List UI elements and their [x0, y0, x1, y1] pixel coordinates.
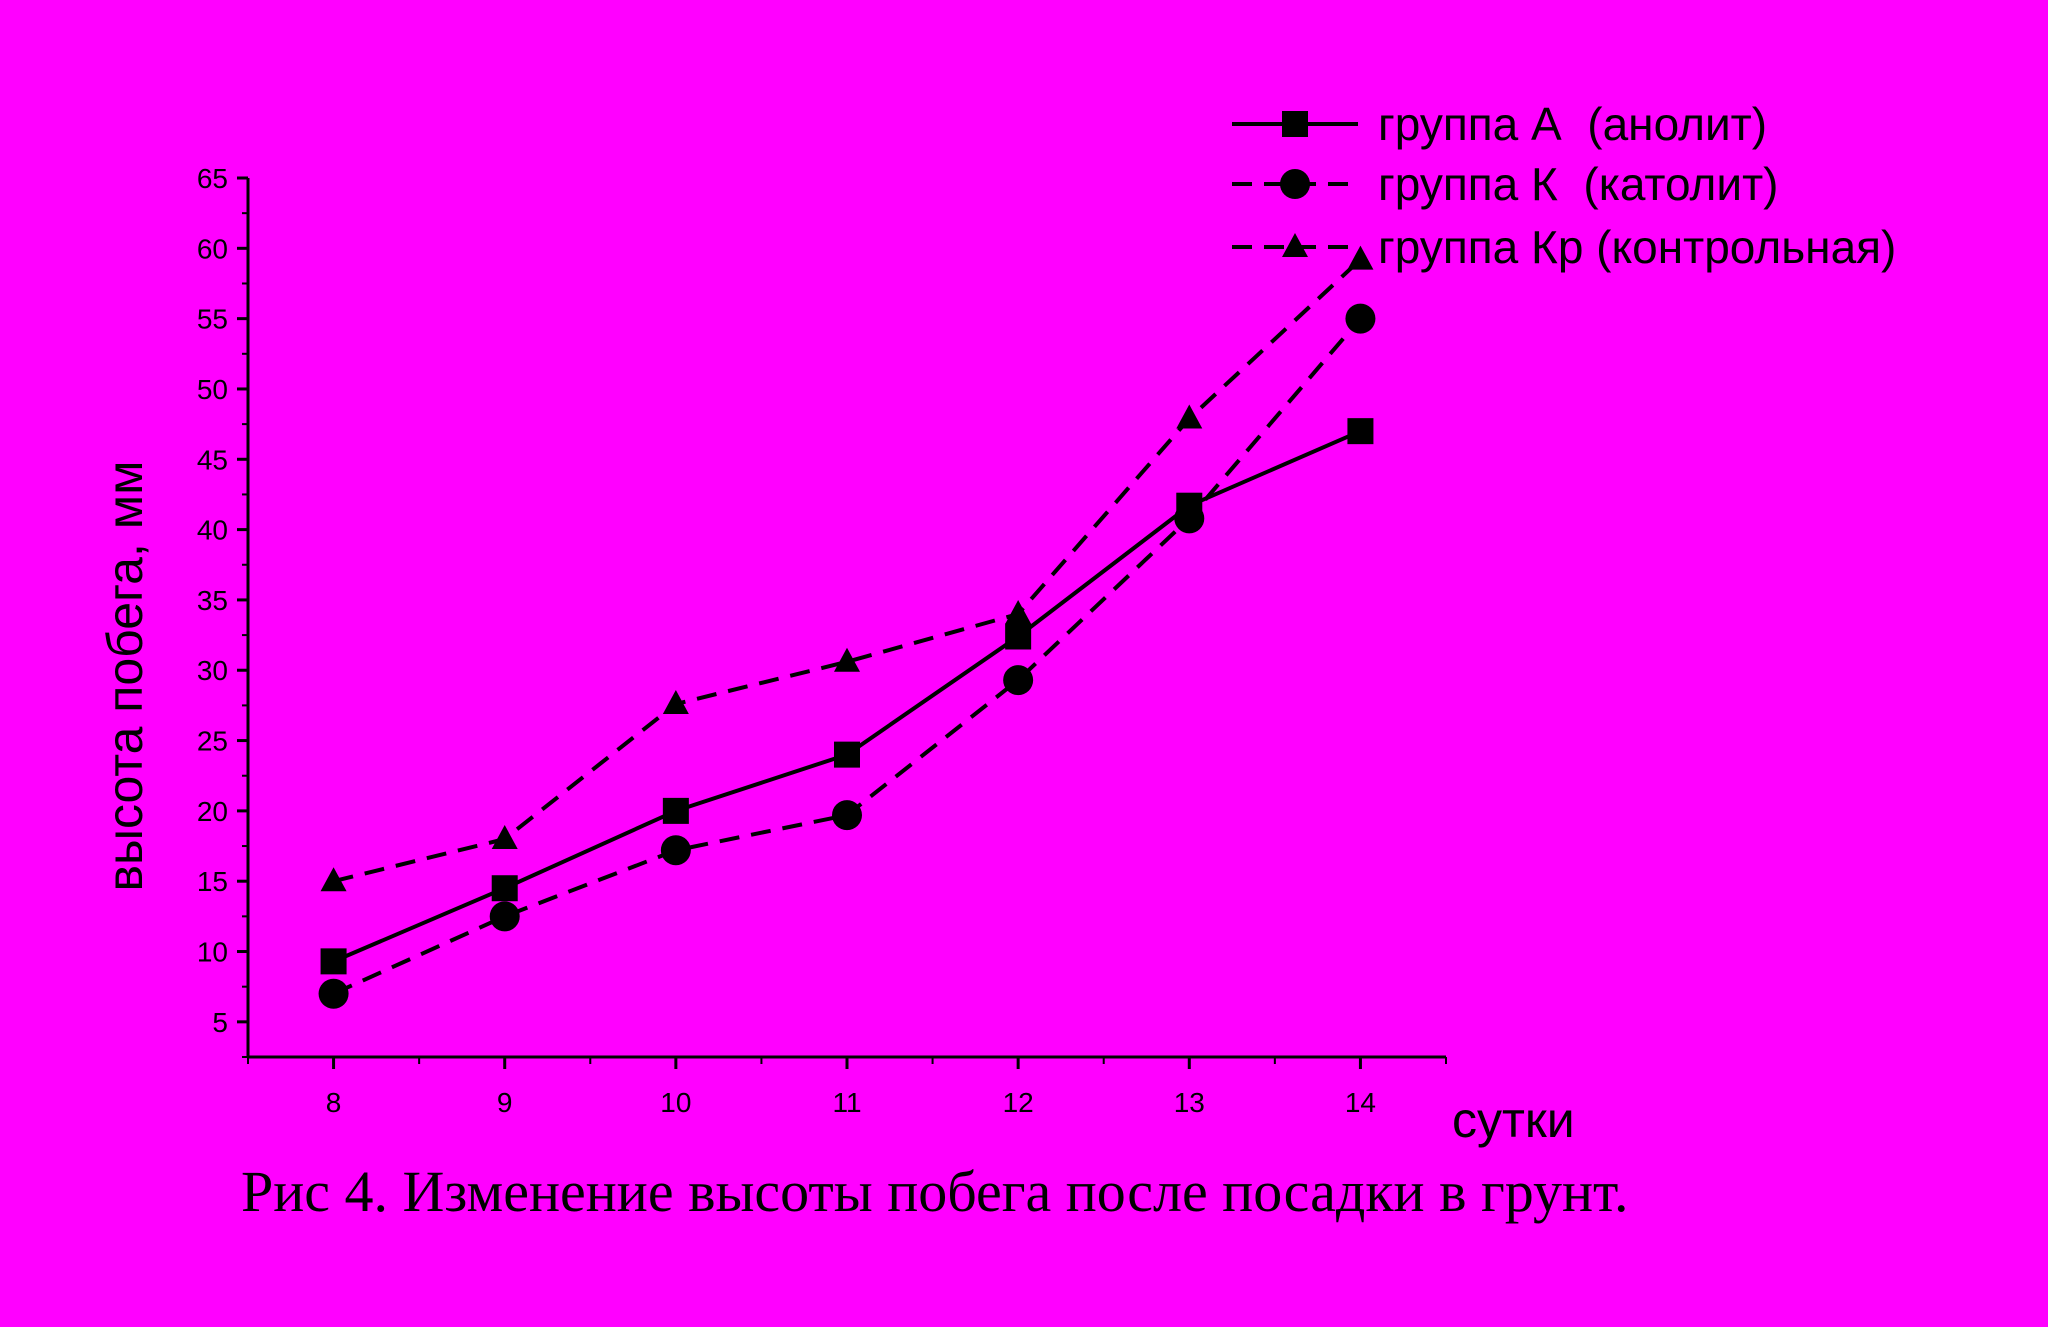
data-point [1345, 303, 1376, 334]
x-tick-label: 12 [1003, 1087, 1034, 1118]
y-tick-label: 65 [197, 163, 228, 194]
data-point [1005, 599, 1032, 624]
data-point [1347, 418, 1374, 445]
data-point [662, 689, 689, 714]
legend-item: группа А (анолит) [1232, 98, 1767, 150]
series-lines [318, 245, 1376, 1009]
y-tick-label: 25 [197, 726, 228, 757]
data-point [320, 867, 347, 892]
x-tick-label: 14 [1345, 1087, 1376, 1118]
y-tick-label: 15 [197, 866, 228, 897]
data-point [1005, 623, 1032, 650]
x-tick-label: 10 [660, 1087, 691, 1118]
series-line [333, 258, 1362, 884]
data-point [662, 797, 689, 824]
y-tick-label: 10 [197, 937, 228, 968]
legend-label: группа Кр (контрольная) [1378, 221, 1896, 273]
data-point [1347, 245, 1374, 270]
legend: группа А (анолит) группа К (католит) групп… [1232, 98, 1896, 273]
legend-label: группа А (анолит) [1378, 98, 1767, 150]
data-point [1174, 503, 1205, 534]
data-point [834, 647, 860, 672]
data-point [491, 875, 518, 902]
series-2 [318, 303, 1376, 1009]
data-point [1003, 665, 1034, 696]
y-tick-label: 60 [197, 233, 228, 264]
y-tick-label: 50 [197, 374, 228, 405]
legend-marker [1282, 233, 1308, 257]
y-tick-label: 40 [197, 515, 228, 546]
data-point [320, 948, 347, 975]
y-axis-title: высота побега, мм [97, 460, 153, 891]
axes: 5 10 15 20 25 30 35 40 45 50 55 60 65 8 9 10 11 12 13 14 [197, 163, 1447, 1118]
y-tick-label: 55 [197, 304, 228, 335]
data-point [489, 901, 520, 932]
legend-marker [1282, 111, 1308, 137]
y-tick-label: 5 [212, 1007, 228, 1038]
y-tick-label: 35 [197, 585, 228, 616]
data-point [318, 978, 349, 1009]
x-tick-label: 13 [1174, 1087, 1205, 1118]
y-tick-label: 20 [197, 796, 228, 827]
legend-item: группа К (католит) [1232, 158, 1778, 210]
x-axis-title: сутки [1452, 1092, 1575, 1148]
data-point [1176, 404, 1203, 429]
data-point [834, 741, 860, 768]
legend-label: группа К (католит) [1378, 158, 1778, 210]
legend-marker [1280, 169, 1310, 199]
series-line [332, 429, 1362, 964]
data-point [832, 800, 862, 831]
series-1 [320, 418, 1374, 975]
data-point [660, 835, 691, 866]
x-tick-label: 9 [497, 1087, 513, 1118]
legend-item: группа Кр (контрольная) [1232, 221, 1896, 273]
data-point [491, 825, 518, 850]
series-3 [320, 245, 1374, 892]
x-tick-label: 11 [832, 1087, 861, 1118]
figure-caption: Рис 4. Изменение высоты побега после пос… [241, 1159, 1629, 1224]
x-tick-label: 8 [326, 1087, 342, 1118]
y-tick-label: 45 [197, 444, 228, 475]
y-tick-label: 30 [197, 655, 228, 686]
